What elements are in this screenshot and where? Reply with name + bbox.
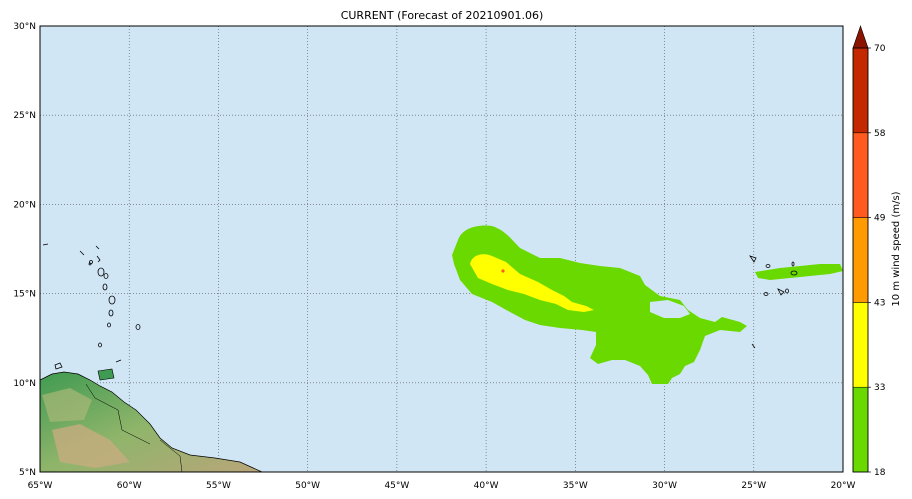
colorbar-bin — [852, 217, 869, 303]
terrain-patch-2 — [42, 388, 92, 422]
y-tick-label: 20°N — [13, 200, 36, 210]
trinidad-island — [97, 368, 115, 381]
y-tick-label: 30°N — [13, 22, 36, 32]
colorbar: 18 33 43 49 58 70 — [852, 25, 886, 478]
map-title: CURRENT (Forecast of 20210901.06) — [341, 9, 544, 22]
island — [751, 343, 756, 349]
map-panel: 65°W 60°W 55°W 50°W 45°W 40°W 35°W 30°W 25°W 20°W… — [13, 22, 855, 491]
island — [88, 262, 92, 266]
colorbar-tick-label: 43 — [874, 298, 885, 308]
island — [791, 261, 795, 267]
y-tick-label: 5°N — [19, 468, 36, 478]
island — [115, 359, 122, 363]
x-tick-label: 35°W — [563, 481, 588, 491]
island — [765, 264, 771, 268]
colorbar-bin — [852, 302, 869, 388]
island — [42, 243, 49, 246]
island — [785, 288, 789, 294]
x-tick-label: 65°W — [28, 481, 53, 491]
island — [108, 309, 114, 317]
y-tick-label: 25°N — [13, 111, 36, 121]
border-line — [85, 383, 151, 445]
colorbar-bin — [852, 47, 869, 134]
island — [95, 245, 100, 250]
wind-swath — [452, 225, 843, 384]
x-tick-label: 20°W — [831, 481, 856, 491]
wind-contour-33-43 — [470, 254, 594, 312]
x-axis-ticks: 65°W 60°W 55°W 50°W 45°W 40°W 35°W 30°W 25°W 20°W — [28, 481, 856, 491]
colorbar-tick-label: 58 — [874, 129, 886, 139]
island — [108, 295, 116, 305]
ocean-background — [40, 26, 843, 472]
island — [79, 250, 85, 256]
wind-max-spot — [501, 269, 505, 273]
island — [54, 362, 63, 370]
map-frame — [39, 25, 844, 473]
island — [96, 255, 101, 263]
colorbar-tick-label: 70 — [874, 44, 886, 54]
colorbar-label: 10 m wind speed (m/s) — [891, 191, 902, 306]
colorbar-bin — [852, 132, 869, 218]
caribbean-islands — [42, 243, 141, 370]
land-layer — [40, 368, 263, 472]
x-tick-label: 40°W — [474, 481, 499, 491]
island — [107, 322, 111, 328]
x-tick-label: 60°W — [117, 481, 142, 491]
island — [763, 292, 769, 296]
colorbar-tick-label: 18 — [874, 468, 886, 478]
x-tick-label: 50°W — [295, 481, 320, 491]
island — [790, 270, 798, 276]
wind-contour-18-33 — [452, 225, 747, 384]
colorbar-frame — [852, 47, 869, 473]
y-tick-label: 15°N — [13, 290, 36, 300]
y-axis-ticks: 30°N 25°N 20°N 15°N 10°N 5°N — [13, 22, 36, 478]
island — [135, 324, 141, 330]
eastern-islands — [749, 255, 798, 349]
wind-contour-18-33-hole — [650, 300, 690, 318]
x-tick-label: 55°W — [206, 481, 231, 491]
terrain-patch — [52, 424, 130, 468]
island — [102, 283, 108, 291]
island — [103, 273, 109, 279]
island — [98, 342, 102, 348]
y-tick-label: 10°N — [13, 379, 36, 389]
island — [97, 267, 105, 277]
island — [749, 255, 757, 263]
colorbar-extend-arrow — [852, 25, 869, 49]
wind-contour-18-33-east — [755, 264, 843, 280]
x-tick-label: 30°W — [652, 481, 677, 491]
island — [777, 288, 785, 296]
colorbar-tick-label: 49 — [874, 214, 886, 224]
border-line-2 — [159, 439, 183, 472]
colorbar-bin — [852, 386, 869, 473]
colorbar-tick-label: 33 — [874, 383, 885, 393]
x-tick-label: 45°W — [384, 481, 409, 491]
x-tick-label: 25°W — [741, 481, 766, 491]
